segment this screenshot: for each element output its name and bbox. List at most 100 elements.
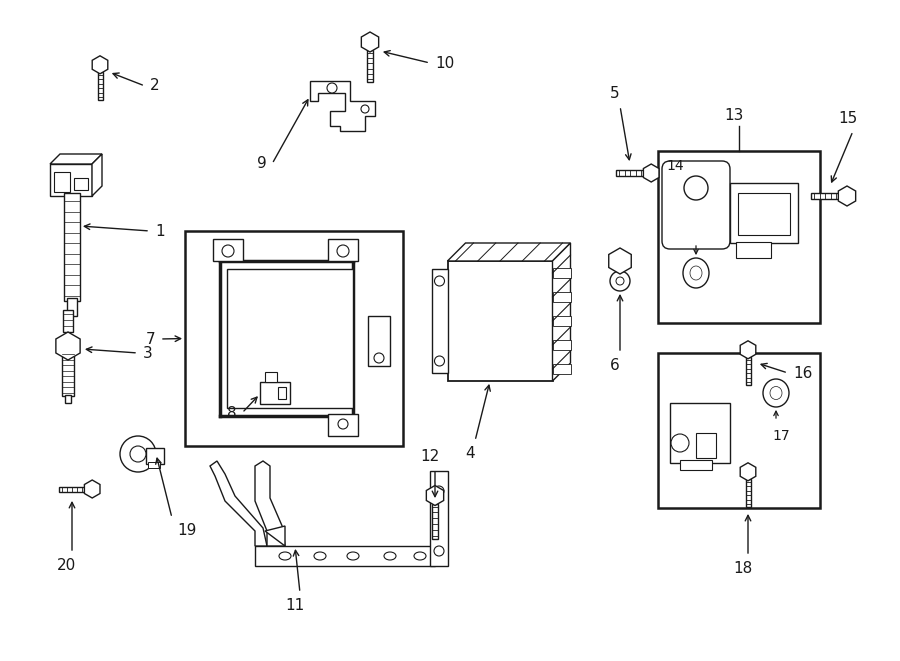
Circle shape <box>222 245 234 257</box>
Circle shape <box>684 176 708 200</box>
Circle shape <box>610 271 630 291</box>
Bar <box>367 50 373 82</box>
Polygon shape <box>644 164 659 182</box>
Ellipse shape <box>763 379 789 407</box>
Polygon shape <box>92 154 102 196</box>
Text: 17: 17 <box>772 429 789 443</box>
Circle shape <box>361 105 369 113</box>
Polygon shape <box>255 461 285 546</box>
Bar <box>62 346 74 396</box>
Bar <box>260 382 290 404</box>
Bar <box>745 479 751 507</box>
Polygon shape <box>85 480 100 498</box>
Bar <box>59 486 85 492</box>
Bar <box>278 387 286 399</box>
Circle shape <box>338 419 348 429</box>
Ellipse shape <box>384 552 396 560</box>
Polygon shape <box>427 485 444 506</box>
Polygon shape <box>447 243 571 261</box>
Bar <box>658 151 820 323</box>
Text: 3: 3 <box>143 346 153 360</box>
Circle shape <box>435 356 445 366</box>
Polygon shape <box>740 463 756 481</box>
Bar <box>227 269 353 408</box>
Bar <box>74 178 88 190</box>
Bar <box>616 170 644 176</box>
Bar <box>185 231 403 446</box>
Bar <box>736 242 771 258</box>
Circle shape <box>130 446 146 462</box>
Circle shape <box>337 245 349 257</box>
Text: 2: 2 <box>150 79 159 93</box>
Text: 16: 16 <box>793 366 813 381</box>
Circle shape <box>120 436 156 472</box>
Bar <box>97 72 103 100</box>
Bar <box>328 414 358 436</box>
Bar <box>430 471 448 566</box>
Circle shape <box>327 83 337 93</box>
Bar <box>730 183 798 243</box>
Text: 13: 13 <box>724 108 743 123</box>
Polygon shape <box>310 81 375 131</box>
Bar <box>50 164 92 196</box>
Bar <box>738 193 790 235</box>
Text: 19: 19 <box>177 523 196 538</box>
Text: 11: 11 <box>285 598 304 613</box>
Text: 6: 6 <box>610 358 620 373</box>
Text: 5: 5 <box>610 86 620 101</box>
Text: 1: 1 <box>155 223 165 239</box>
Bar <box>553 364 571 374</box>
Text: 10: 10 <box>435 56 454 71</box>
Polygon shape <box>56 332 80 360</box>
Bar <box>553 316 571 326</box>
Text: 8: 8 <box>228 405 237 420</box>
Bar <box>63 310 73 332</box>
Polygon shape <box>92 56 108 74</box>
Bar <box>670 403 730 463</box>
Ellipse shape <box>690 266 702 280</box>
Polygon shape <box>838 186 856 206</box>
Bar <box>553 292 571 302</box>
Text: 12: 12 <box>420 449 439 464</box>
Ellipse shape <box>414 552 426 560</box>
Circle shape <box>434 486 444 496</box>
Ellipse shape <box>347 552 359 560</box>
Polygon shape <box>210 461 267 546</box>
Ellipse shape <box>314 552 326 560</box>
Text: 14: 14 <box>666 159 684 173</box>
Bar <box>680 460 712 470</box>
Polygon shape <box>50 154 102 164</box>
Polygon shape <box>553 243 571 381</box>
Bar <box>146 448 164 464</box>
Bar <box>696 433 716 458</box>
Bar <box>447 261 553 381</box>
Text: 4: 4 <box>465 446 475 461</box>
Bar <box>65 395 71 403</box>
Bar <box>811 193 839 199</box>
Circle shape <box>434 546 444 556</box>
Bar <box>328 239 358 261</box>
Polygon shape <box>608 248 631 274</box>
Bar <box>553 268 571 278</box>
Circle shape <box>374 353 384 363</box>
Text: 20: 20 <box>58 558 76 573</box>
Polygon shape <box>361 32 379 52</box>
Bar <box>368 316 390 366</box>
Bar <box>745 357 751 385</box>
FancyBboxPatch shape <box>662 161 730 249</box>
Text: 7: 7 <box>146 332 155 346</box>
Polygon shape <box>740 341 756 359</box>
Bar <box>148 462 160 468</box>
Circle shape <box>671 434 689 452</box>
Bar <box>67 298 77 316</box>
Text: 9: 9 <box>257 157 267 171</box>
Ellipse shape <box>279 552 291 560</box>
Bar <box>64 193 80 301</box>
Bar <box>658 353 820 508</box>
Bar <box>553 340 571 350</box>
Circle shape <box>435 276 445 286</box>
Ellipse shape <box>770 387 782 399</box>
Polygon shape <box>265 526 285 546</box>
Ellipse shape <box>683 258 709 288</box>
Bar <box>432 504 438 539</box>
